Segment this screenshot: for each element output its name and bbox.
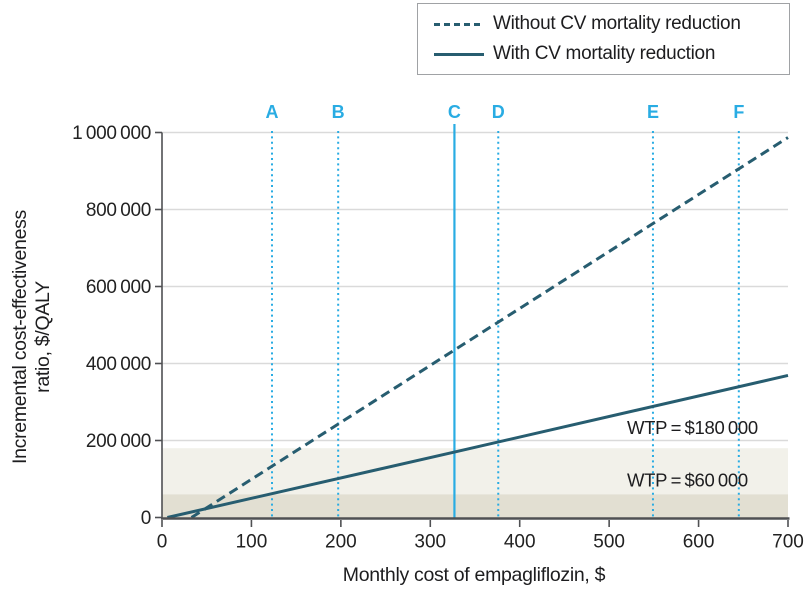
y-tick-label-400000: 400 000 xyxy=(86,354,151,375)
x-tick-label-500: 500 xyxy=(593,532,625,553)
scenario-letter-D: D xyxy=(492,102,505,122)
x-tick-label-700: 700 xyxy=(772,532,804,553)
legend-box: Without CV mortality reduction With CV m… xyxy=(417,3,790,75)
legend-label-without-cv: Without CV mortality reduction xyxy=(493,13,741,34)
wtp-band-60000 xyxy=(162,494,788,518)
x-tick-label-0: 0 xyxy=(157,532,168,553)
x-tick-label-200: 200 xyxy=(325,532,357,553)
dashed-line-swatch-icon xyxy=(434,22,484,26)
scenario-letter-C: C xyxy=(448,102,461,122)
x-tick-label-100: 100 xyxy=(236,532,268,553)
y-axis-title-line-2: ratio, $/QALY xyxy=(32,281,54,393)
wtp-label-180000: WTP = $180 000 xyxy=(627,417,758,438)
wtp-label-60000: WTP = $60 000 xyxy=(627,469,748,490)
legend-item-with-cv-mortality-reduction: With CV mortality reduction xyxy=(434,41,789,67)
solid-line-swatch-icon xyxy=(434,52,484,56)
x-tick-label-400: 400 xyxy=(504,532,536,553)
series-dashed xyxy=(190,136,789,519)
y-tick-label-800000: 800 000 xyxy=(86,200,151,221)
series-solid xyxy=(167,373,789,519)
legend-label-with-cv: With CV mortality reduction xyxy=(493,43,716,64)
x-axis-title: Monthly cost of empagliflozin, $ xyxy=(343,564,606,586)
y-axis-title-line-1: Incremental cost-effectiveness xyxy=(9,209,31,464)
y-tick-label-200000: 200 000 xyxy=(86,431,151,452)
legend-item-without-cv-mortality-reduction: Without CV mortality reduction xyxy=(434,11,789,37)
scenario-letter-F: F xyxy=(733,102,744,122)
x-tick-label-600: 600 xyxy=(683,532,715,553)
scenario-letter-A: A xyxy=(265,102,278,122)
scenario-letter-E: E xyxy=(647,102,659,122)
scenario-letter-B: B xyxy=(332,102,345,122)
y-tick-label-1000000: 1 000 000 xyxy=(72,123,151,144)
y-tick-label-0: 0 xyxy=(141,508,151,529)
x-tick-label-300: 300 xyxy=(414,532,446,553)
y-tick-label-600000: 600 000 xyxy=(86,277,151,298)
